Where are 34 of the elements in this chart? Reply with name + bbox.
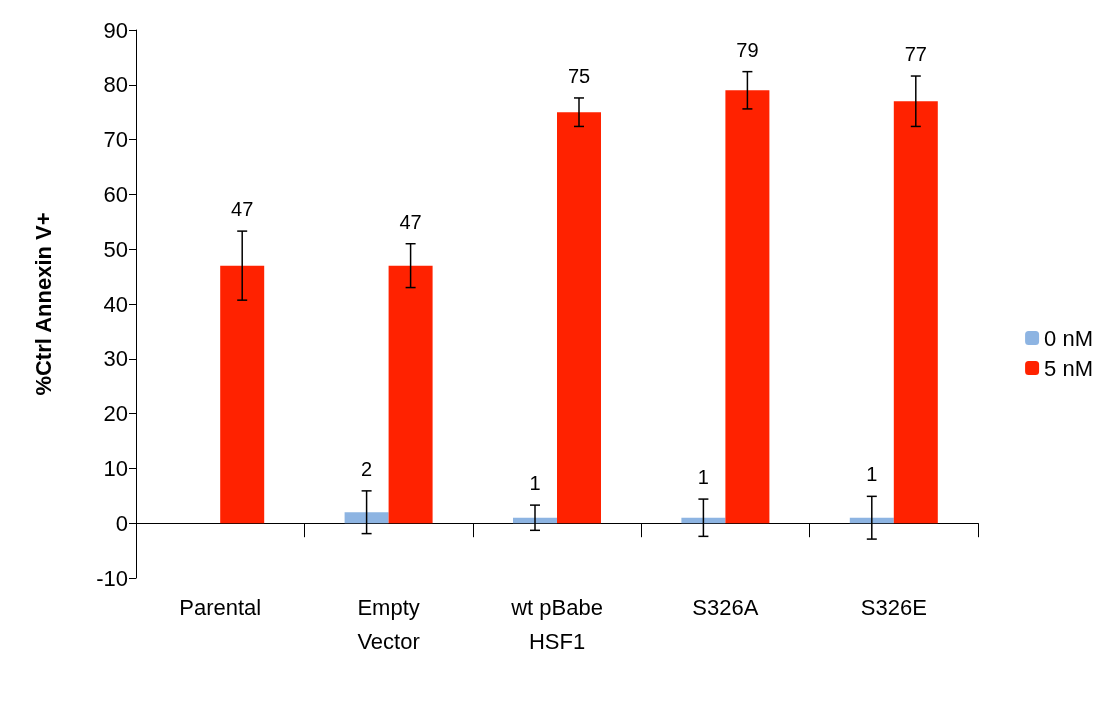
y-tick-label: -10 [96,565,128,591]
bar [725,90,770,524]
data-label: 2 [361,457,373,480]
legend-label: 0 nM [1044,325,1094,351]
data-label: 79 [736,38,759,61]
y-tick-label: 20 [103,401,128,427]
bar [893,101,938,524]
x-tick-label: S326A [692,594,759,620]
y-tick-label: 90 [103,17,128,43]
y-tick-label: 50 [103,236,128,262]
y-axis-title: %Ctrl Annexin V+ [30,212,56,396]
x-tick-label: Parental [179,594,262,620]
y-tick-label: 80 [103,72,128,98]
data-label: 1 [866,463,878,486]
y-tick-label: 60 [103,181,128,207]
data-label: 47 [231,198,254,221]
data-label: 1 [529,472,541,495]
y-tick-label: 70 [103,127,128,153]
legend-label: 5 nM [1044,355,1094,381]
x-tick-label: S326E [860,594,927,620]
y-tick-label: 40 [103,291,128,317]
data-label: 47 [399,210,422,233]
bar [220,265,265,524]
bar [388,265,433,524]
y-tick-label: 10 [103,455,128,481]
x-tick-label: wt pBabe HSF1 [510,594,603,654]
x-tick-label: Empty Vector [357,594,420,654]
bar [344,512,389,524]
data-label: 75 [567,64,591,87]
y-tick-label: 30 [103,346,128,372]
data-label: 77 [904,43,927,66]
bar [557,112,601,524]
data-label: 1 [697,466,709,489]
y-tick-label: 0 [115,510,128,536]
